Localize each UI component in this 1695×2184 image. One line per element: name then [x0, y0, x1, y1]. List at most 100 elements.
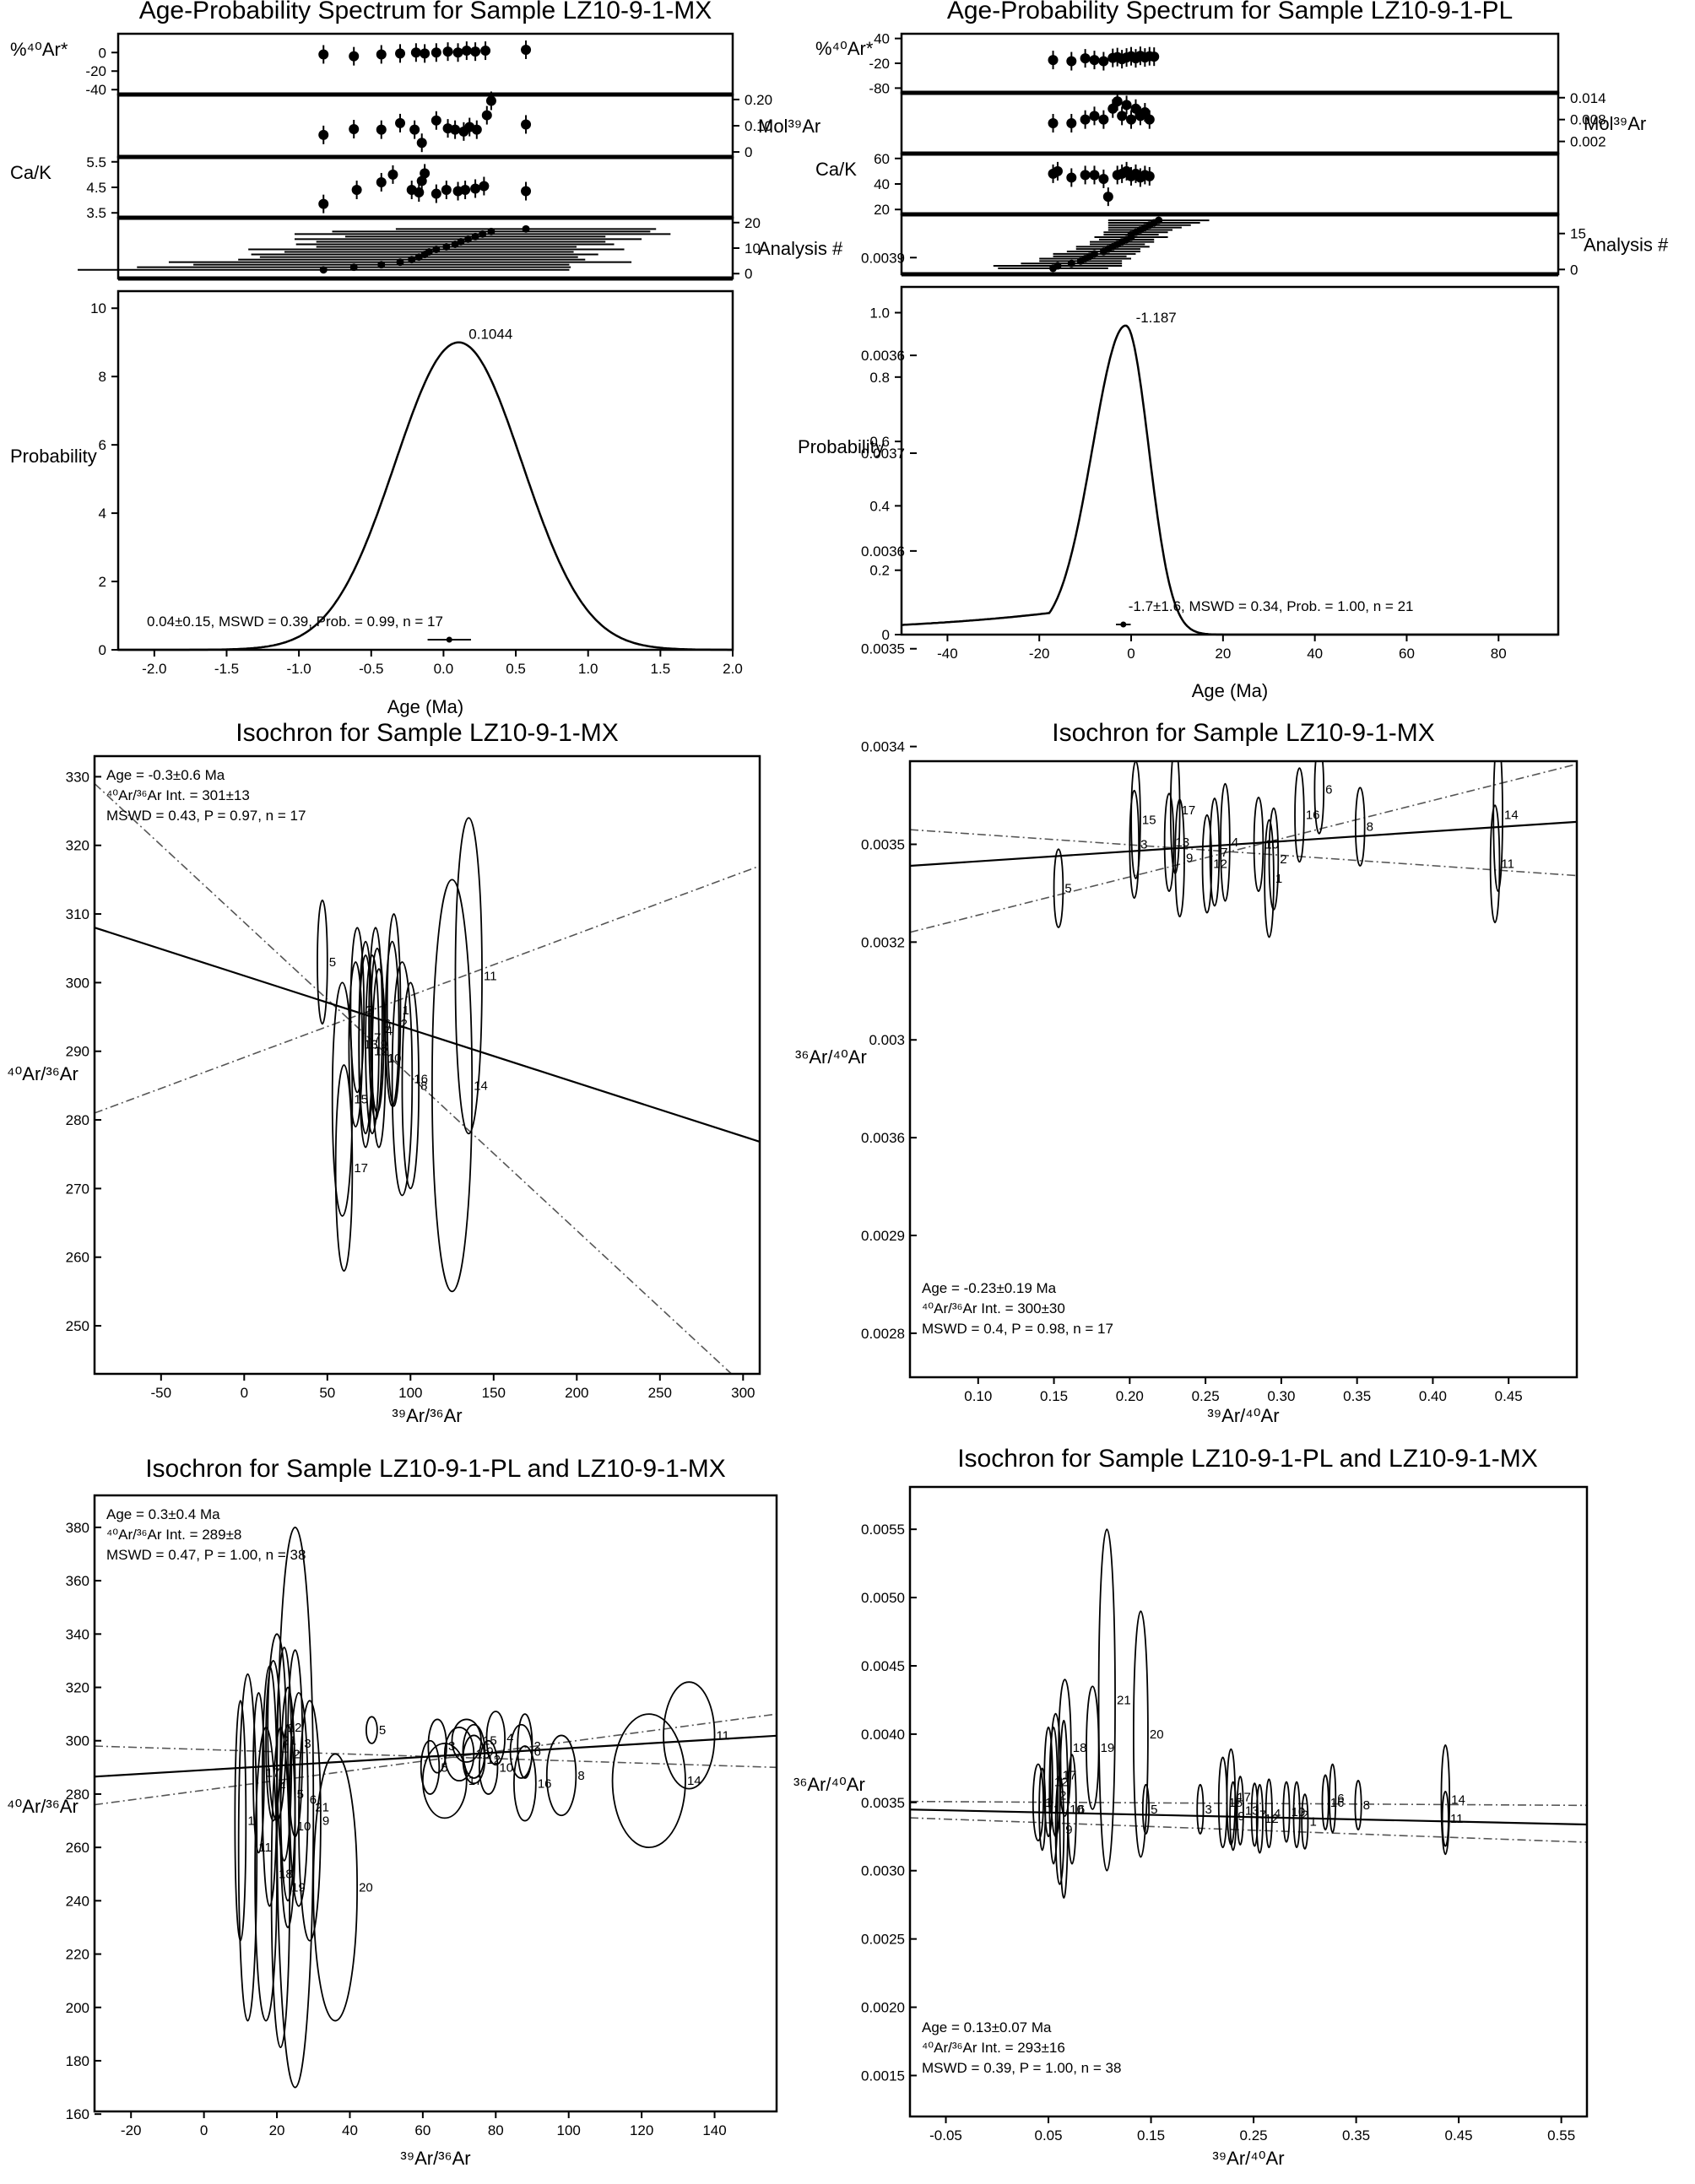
panel-frame	[116, 93, 734, 159]
error-ellipse	[1032, 1763, 1044, 1842]
ellipse-label: 4	[1274, 1807, 1281, 1821]
ellipse-label: 9	[486, 1744, 493, 1759]
y-tick-label: 0.0036	[861, 348, 905, 364]
chart-title: Isochron for Sample LZ10-9-1-PL and LZ10…	[957, 1445, 1538, 1473]
error-ellipse	[234, 1700, 247, 1942]
x-tick-label: 0.05	[1034, 2127, 1062, 2143]
panel-tick-label: 0	[1570, 262, 1578, 278]
y-tick-label: 0.0039	[861, 250, 905, 266]
ellipse-label: 2	[293, 1748, 300, 1762]
y-tick-label: 0.6	[869, 434, 890, 450]
error-ellipse	[1141, 1783, 1151, 1835]
y-tick-label: 0.0055	[861, 1522, 905, 1538]
chart-combined-normal-isochron: Isochron for Sample LZ10-9-1-PL and LZ10…	[7, 1455, 778, 2169]
y-tick-label: 0.0020	[861, 2000, 905, 2016]
ellipse-label: 12	[486, 1753, 501, 1767]
data-point	[349, 51, 360, 62]
panel-tick-label: 15	[1570, 226, 1586, 242]
isochron-fit-line	[95, 927, 760, 1143]
x-tick-label: 0.25	[1192, 1388, 1220, 1404]
data-point	[1126, 114, 1137, 125]
error-ellipse	[485, 1711, 506, 1766]
y-tick-label: 320	[66, 838, 89, 854]
error-ellipse	[420, 1739, 441, 1795]
x-tick-label: -1.0	[286, 661, 311, 677]
error-ellipse	[252, 1691, 265, 1854]
panel-frame	[116, 32, 734, 96]
error-ellipse	[386, 913, 402, 1107]
y-tick-label: 250	[66, 1318, 89, 1334]
panel-tick-label: 0	[745, 266, 752, 282]
x-tick-label: 2.0	[723, 661, 743, 677]
y-tick-label: 0.0035	[861, 836, 905, 852]
panel-label: Mol³⁹Ar	[1584, 113, 1646, 134]
chart-title: Age-Probability Spectrum for Sample LZ10…	[139, 0, 712, 24]
x-tick-label: 20	[1215, 646, 1231, 662]
y-tick-label: 260	[66, 1840, 89, 1856]
ellipse-label: 8	[1367, 820, 1373, 835]
ellipse-label: 5	[1151, 1803, 1157, 1817]
plot-frame	[900, 285, 1560, 636]
panel-tick-label: 4.5	[86, 180, 106, 196]
x-tick-label: 0.35	[1343, 1388, 1371, 1404]
y-axis-label: ⁴⁰Ar/³⁶Ar	[7, 1063, 79, 1084]
x-tick-label: 100	[398, 1385, 422, 1401]
x-tick-label: 0.55	[1547, 2127, 1575, 2143]
x-tick-label: -20	[121, 2122, 142, 2138]
data-point	[485, 95, 496, 106]
ellipse-label: 1	[402, 1003, 409, 1018]
plot-frame	[116, 289, 734, 651]
ellipse-label: 17	[468, 1774, 483, 1788]
error-ellipse	[334, 1064, 354, 1272]
ellipse-label: 13	[1175, 835, 1189, 850]
x-tick-label: -2.0	[142, 661, 166, 677]
ellipse-label: 10	[1070, 1803, 1084, 1817]
panel-tick-label: -80	[869, 80, 890, 96]
ellipse-label: 15	[354, 1093, 368, 1107]
error-envelope	[910, 1800, 1587, 1807]
ellipse-label: 6	[384, 1017, 391, 1031]
error-ellipse	[1236, 1776, 1244, 1846]
ellipse-label: 4	[279, 1779, 285, 1793]
data-point	[461, 46, 472, 57]
ellipse-label: 6	[1078, 1803, 1085, 1817]
data-point	[442, 46, 453, 57]
x-tick-label: 0.0	[434, 661, 454, 677]
ellipse-label: 17	[354, 1161, 368, 1176]
data-point	[1080, 114, 1091, 125]
y-tick-label: 310	[66, 906, 89, 922]
isochron-fit-line	[95, 1734, 777, 1778]
y-tick-label: 0.0029	[861, 1228, 905, 1244]
error-ellipse	[1255, 1783, 1264, 1854]
ellipse-label: 9	[381, 1038, 387, 1052]
ellipse-label: 10	[387, 1051, 402, 1066]
y-tick-label: 280	[66, 1112, 89, 1128]
x-tick-label: 0.45	[1445, 2127, 1473, 2143]
panel-tick-label: 0.20	[745, 92, 772, 108]
y-tick-label: 0.0035	[861, 641, 905, 657]
data-point	[1098, 114, 1109, 125]
isochron-result-line: Age = -0.3±0.6 Ma	[106, 767, 225, 783]
ellipse-label: 16	[414, 1072, 428, 1086]
ellipse-label: 11	[258, 1841, 272, 1855]
y-tick-label: 1.0	[869, 305, 890, 322]
y-tick-label: 180	[66, 2053, 89, 2069]
data-point	[480, 46, 491, 57]
error-ellipse	[1201, 814, 1213, 914]
error-ellipse	[1053, 848, 1064, 928]
ellipse-label: 9	[322, 1814, 329, 1829]
chart-combined-inverse-isochron: Isochron for Sample LZ10-9-1-PL and LZ10…	[793, 1445, 1589, 2169]
chart-mx-normal-isochron: Isochron for Sample LZ10-9-1-MX123456789…	[7, 719, 761, 1426]
panel-tick-label: 40	[874, 176, 890, 192]
ellipse-label: 18	[279, 1868, 293, 1882]
isochron-result-line: Age = -0.23±0.19 Ma	[922, 1280, 1057, 1296]
panel-label: Ca/K	[815, 159, 857, 180]
y-tick-label: 0.0035	[861, 1795, 905, 1811]
ellipse-label: 20	[359, 1881, 373, 1895]
ellipse-label: 2	[1302, 1808, 1308, 1822]
ellipse-label: 5	[297, 1787, 304, 1802]
ellipse-label: 5	[379, 1723, 386, 1738]
data-point	[387, 169, 398, 180]
